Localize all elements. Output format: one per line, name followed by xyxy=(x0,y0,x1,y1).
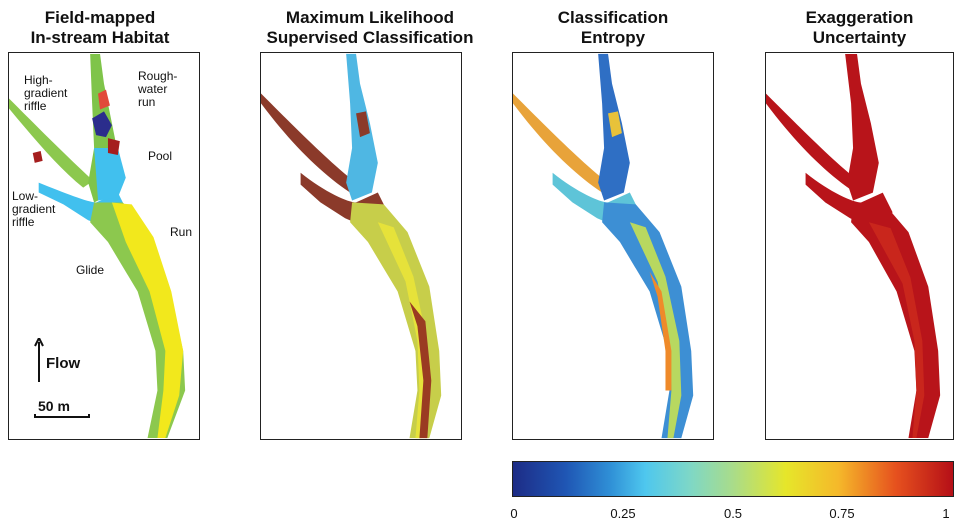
label-low-gradient-riffle: Low- gradient riffle xyxy=(12,190,55,229)
title-line: Maximum Likelihood xyxy=(285,8,455,27)
label-line: High- xyxy=(24,73,53,87)
colorbar-tick: 0.25 xyxy=(610,506,636,521)
label-run: Run xyxy=(170,225,193,239)
panel-entropy xyxy=(512,52,714,440)
flow-arrow-icon xyxy=(34,335,44,382)
label-line: water xyxy=(138,82,168,96)
label-glide: Glide xyxy=(76,263,105,277)
label-line: riffle xyxy=(24,99,47,113)
title-max-likelihood: Maximum Likelihood Supervised Classifica… xyxy=(240,8,500,48)
title-line: In-stream Habitat xyxy=(30,28,170,47)
scale-bar xyxy=(34,414,90,418)
colorbar xyxy=(512,461,954,497)
classification-map xyxy=(261,53,442,439)
label-line: gradient xyxy=(24,86,68,100)
label-line: Rough- xyxy=(138,69,178,83)
title-field-mapped: Field-mapped In-stream Habitat xyxy=(0,8,200,48)
panel-max-likelihood xyxy=(260,52,462,440)
title-line: Entropy xyxy=(580,28,646,47)
label-high-gradient-riffle: High- gradient riffle xyxy=(24,74,67,113)
uncertainty-map xyxy=(766,54,941,438)
label-line: run xyxy=(138,95,156,109)
flow-label: Flow xyxy=(46,355,81,372)
colorbar-tick: 1 xyxy=(942,506,950,521)
colorbar-tick: 0.5 xyxy=(723,506,743,521)
title-line: Classification xyxy=(557,8,669,27)
title-uncertainty: Exaggeration Uncertainty xyxy=(765,8,954,48)
panel-uncertainty xyxy=(765,52,954,440)
title-line: Supervised Classification xyxy=(266,28,474,47)
label-line: riffle xyxy=(12,215,35,229)
title-line: Exaggeration xyxy=(805,8,914,27)
title-line: Field-mapped xyxy=(44,8,156,27)
habitat-map xyxy=(9,54,186,438)
entropy-map xyxy=(513,53,694,439)
title-entropy: Classification Entropy xyxy=(512,8,714,48)
label-line: gradient xyxy=(12,202,56,216)
label-line: Low- xyxy=(12,189,39,203)
scale-bar-label: 50 m xyxy=(38,398,70,414)
label-rough-water-run: Rough- water run xyxy=(138,70,177,109)
colorbar-tick: 0.75 xyxy=(829,506,855,521)
title-line: Uncertainty xyxy=(812,28,907,47)
colorbar-tick: 0 xyxy=(510,506,518,521)
label-pool: Pool xyxy=(148,149,173,163)
